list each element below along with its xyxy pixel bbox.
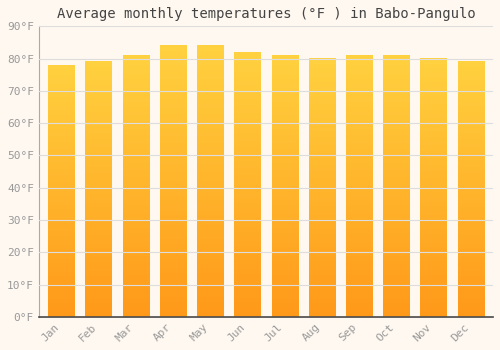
Title: Average monthly temperatures (°F ) in Babo-Pangulo: Average monthly temperatures (°F ) in Ba… — [56, 7, 476, 21]
